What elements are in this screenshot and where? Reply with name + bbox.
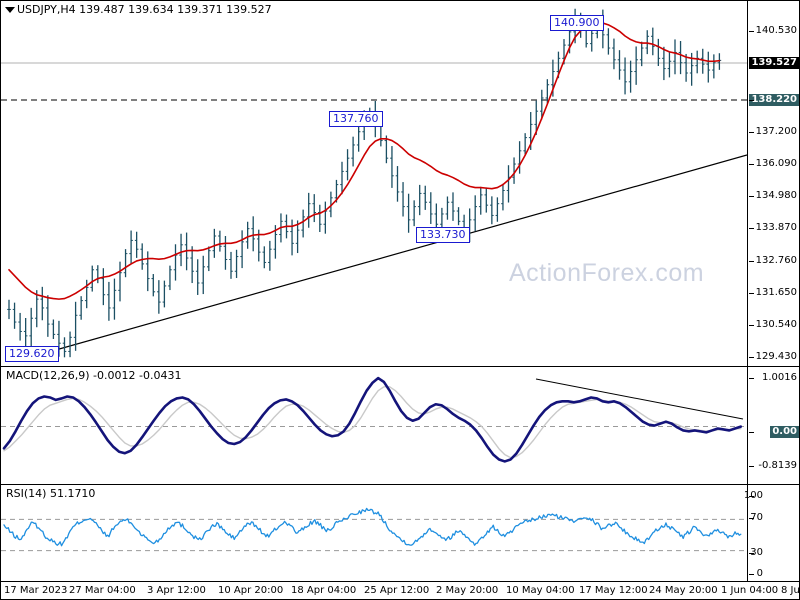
time-axis[interactable]: 17 Mar 2023 27 Mar 04:00 3 Apr 12:00 10 Apr… — [0, 582, 800, 600]
rsi-plot-area[interactable] — [1, 485, 747, 581]
time-axis-label: 1 Jun 04:00 — [721, 585, 779, 596]
price-callout[interactable]: 140.900 — [550, 15, 604, 31]
rsi-axis-label: 70 — [750, 512, 763, 523]
price-axis-tick — [749, 228, 754, 229]
watermark: ActionForex.com — [509, 259, 705, 287]
price-axis-label: 134.980 — [755, 190, 797, 201]
macd-header-label: MACD(12,26,9) -0.0012 -0.0431 — [6, 369, 182, 382]
price-axis-label: 138.220 — [749, 94, 799, 106]
time-axis-label: 17 Mar 2023 — [4, 585, 68, 596]
price-axis-tick — [749, 196, 754, 197]
rsi-axis-tick — [749, 553, 754, 554]
price-plot-area[interactable]: ActionForex.com — [1, 1, 747, 366]
macd-panel[interactable]: MACD(12,26,9) -0.0012 -0.0431 1.0016 0.00… — [0, 366, 800, 484]
rsi-y-axis[interactable]: 100 70 30 0 — [744, 485, 799, 581]
price-axis-label: 131.650 — [755, 287, 797, 298]
macd-plot-area[interactable] — [1, 367, 747, 484]
price-chart-panel[interactable]: USDJPY,H4 139.487 139.634 139.371 139.52… — [0, 0, 800, 366]
rsi-axis-tick — [749, 496, 754, 497]
price-axis-label: 132.760 — [755, 255, 797, 266]
price-callout[interactable]: 133.730 — [416, 227, 470, 243]
price-axis-label: 139.527 — [749, 57, 799, 69]
rsi-series-svg — [1, 507, 747, 552]
price-axis-tick — [749, 164, 754, 165]
time-axis-label: 25 Apr 12:00 — [364, 585, 430, 596]
price-axis-label: 129.430 — [755, 351, 797, 362]
price-axis-label: 133.870 — [755, 222, 797, 233]
rsi-axis-label: 0 — [756, 568, 763, 579]
macd-axis-tick — [749, 466, 754, 467]
price-axis-label: 137.200 — [755, 126, 797, 137]
price-axis-tick — [749, 132, 754, 133]
price-axis-label: 136.090 — [755, 158, 797, 169]
time-axis-label: 18 Apr 04:00 — [291, 585, 357, 596]
time-axis-label: 27 Mar 04:00 — [69, 585, 136, 596]
rsi-header-label: RSI(14) 51.1710 — [6, 487, 96, 500]
macd-axis-tick — [749, 432, 754, 433]
macd-axis-label: 1.0016 — [762, 372, 797, 383]
rsi-axis-label: 100 — [744, 491, 763, 501]
symbol-ohlc-label: USDJPY,H4 139.487 139.634 139.371 139.52… — [17, 3, 272, 16]
price-axis-tick — [749, 261, 754, 262]
time-axis-label: 2 May 20:00 — [436, 585, 499, 596]
rsi-axis-label: 30 — [750, 547, 763, 558]
price-axis-label: 140.530 — [755, 25, 797, 36]
price-axis-tick — [749, 325, 754, 326]
macd-series-svg — [1, 376, 747, 463]
macd-axis-label: 0.00 — [770, 426, 799, 438]
price-axis-tick — [749, 63, 754, 64]
time-axis-label: 24 May 20:00 — [649, 585, 718, 596]
price-axis-tick — [749, 31, 754, 32]
time-axis-label: 10 May 04:00 — [506, 585, 575, 596]
price-series-svg — [1, 8, 747, 358]
macd-y-axis[interactable]: 1.0016 0.00 -0.8139 — [747, 367, 799, 484]
time-axis-label: 8 Jun 12:00 — [781, 585, 800, 596]
price-callout[interactable]: 137.760 — [329, 111, 383, 127]
price-callout[interactable]: 129.620 — [5, 346, 59, 362]
price-y-axis[interactable]: 140.530 139.527 138.220 137.200 136.090 134.9… — [747, 1, 799, 366]
caret-down-icon[interactable] — [5, 7, 15, 13]
macd-axis-tick — [749, 378, 754, 379]
rsi-panel[interactable]: RSI(14) 51.1710 100 70 30 0 — [0, 484, 800, 582]
price-axis-tick — [749, 357, 754, 358]
price-axis-tick — [749, 293, 754, 294]
rsi-axis-tick — [749, 518, 754, 519]
time-axis-label: 10 Apr 20:00 — [218, 585, 284, 596]
time-axis-label: 3 Apr 12:00 — [147, 585, 206, 596]
price-axis-tick — [749, 100, 754, 101]
time-axis-label: 17 May 12:00 — [579, 585, 648, 596]
macd-axis-label: -0.8139 — [758, 460, 797, 471]
rsi-axis-tick — [749, 574, 754, 575]
price-axis-label: 130.540 — [755, 319, 797, 330]
